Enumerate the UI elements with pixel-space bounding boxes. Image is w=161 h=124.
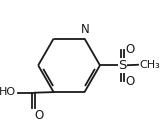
Text: S: S bbox=[118, 59, 127, 72]
Text: N: N bbox=[81, 23, 90, 36]
Text: O: O bbox=[126, 43, 135, 56]
Text: O: O bbox=[126, 75, 135, 88]
Text: O: O bbox=[35, 109, 44, 122]
Text: CH₃: CH₃ bbox=[140, 60, 161, 70]
Text: HO: HO bbox=[0, 87, 16, 97]
